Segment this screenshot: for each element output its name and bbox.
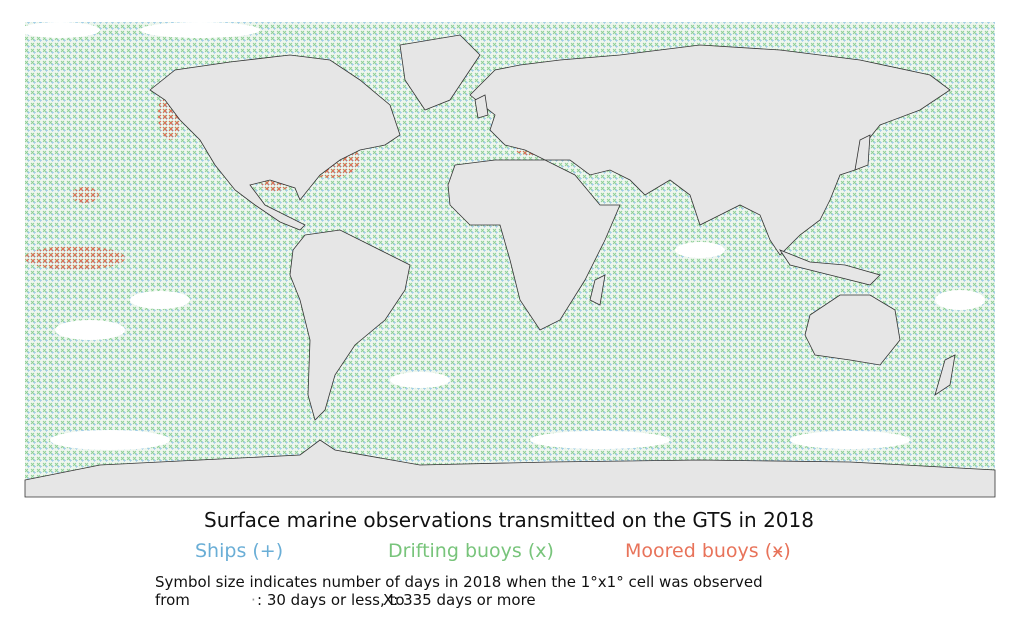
land (24, 34, 996, 498)
legend-drifting: Drifting buoys (x) (388, 540, 554, 562)
map (20, 22, 996, 498)
small-symbol: · (251, 591, 256, 609)
caption: Symbol size indicates number of days in … (155, 573, 763, 591)
caption-small: : 30 days or less, to (257, 591, 405, 609)
legend-moored: Moored buoys (ӿ) (625, 540, 791, 562)
caption-from: from (155, 591, 190, 609)
legend-ships: Ships (+) (195, 540, 284, 562)
caption-large: X: 335 days or more (383, 591, 536, 609)
title: Surface marine observations transmitted … (204, 508, 814, 532)
data-gaps (20, 22, 985, 450)
